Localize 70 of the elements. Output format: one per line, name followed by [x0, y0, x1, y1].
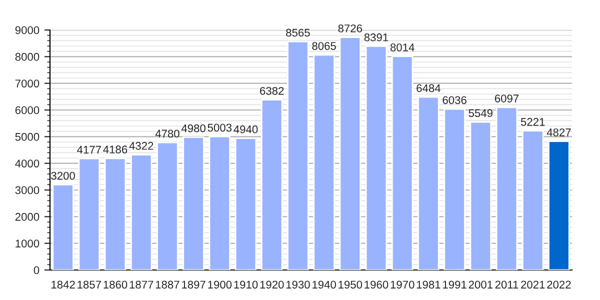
y-tick-label: 5000: [15, 132, 40, 141]
bar: [548, 140, 570, 270]
bar: [470, 121, 492, 270]
bar: [208, 136, 231, 270]
data-label: 6097: [494, 94, 519, 102]
bar: [313, 54, 335, 270]
y-tick-label: 8000: [15, 52, 40, 61]
y-tick-label: 7000: [15, 80, 40, 88]
data-label: 8391: [364, 33, 388, 42]
bar: [418, 96, 440, 270]
data-label: 4980: [181, 124, 206, 132]
x-tick-label: 1857: [78, 280, 101, 289]
data-label: 6382: [260, 86, 284, 95]
x-tick-label: 1887: [156, 280, 180, 289]
y-tick-label: 2000: [15, 212, 40, 221]
bar: [287, 40, 309, 270]
data-label: 8565: [286, 28, 310, 37]
x-tick-label: 1950: [338, 280, 362, 289]
data-label: 4177: [77, 146, 101, 154]
y-tick-label: 3000: [15, 186, 40, 194]
bar: [52, 184, 74, 270]
bar: [182, 136, 204, 270]
x-tick-label: 1900: [208, 280, 232, 289]
data-label: 4186: [103, 146, 128, 154]
bar: [339, 36, 362, 270]
data-label: 8726: [338, 24, 362, 32]
x-tick-label: 1842: [52, 280, 75, 289]
y-tick-label: 1000: [16, 240, 40, 248]
bar: [156, 142, 178, 270]
y-tick-label: 0: [34, 266, 40, 274]
bar: [365, 46, 388, 270]
data-label: 4827: [546, 128, 571, 136]
data-label: 8065: [312, 42, 336, 50]
bar: [444, 108, 466, 270]
bar: [78, 158, 100, 270]
bar: [260, 99, 283, 270]
x-tick-label: 1991: [443, 280, 466, 289]
y-tick-label: 6000: [15, 106, 40, 114]
bar: [130, 154, 152, 270]
data-label: 5549: [468, 109, 492, 118]
bar: [234, 138, 257, 270]
y-tick-label: 9000: [15, 26, 40, 34]
data-label: 6036: [442, 96, 466, 104]
y-tick-label: 4000: [15, 160, 40, 168]
bar: [496, 106, 518, 270]
x-tick-label: 1981: [416, 280, 440, 289]
x-tick-label: 1920: [260, 280, 284, 289]
x-tick-label: 1940: [312, 280, 336, 289]
x-tick-label: 1970: [390, 280, 414, 289]
x-tick-label: 2011: [495, 280, 518, 289]
x-tick-label: 2022: [547, 280, 571, 289]
x-tick-label: 1960: [364, 280, 388, 289]
data-label: 5221: [520, 118, 545, 126]
data-label: 4322: [129, 142, 154, 150]
data-label: 6484: [416, 84, 440, 92]
bar: [522, 130, 544, 270]
x-tick-label: 1930: [286, 280, 310, 289]
x-tick-label: 1877: [130, 280, 154, 289]
x-tick-label: 1860: [104, 280, 128, 289]
data-label: 5003: [208, 124, 232, 132]
data-label: 8014: [390, 43, 414, 52]
x-tick-label: 2001: [468, 280, 492, 289]
x-tick-label: 1910: [234, 280, 258, 289]
bar: [104, 158, 126, 270]
data-label: 4940: [234, 125, 258, 134]
data-label: 4780: [155, 130, 180, 138]
x-tick-label: 2021: [521, 280, 545, 289]
data-label: 3200: [51, 172, 75, 180]
bar: [391, 56, 414, 270]
x-tick-label: 1897: [182, 280, 206, 289]
